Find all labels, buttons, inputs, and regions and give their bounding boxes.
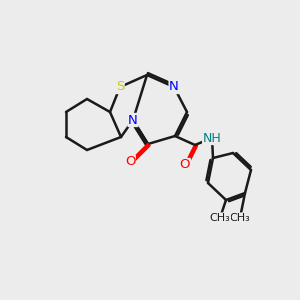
Text: N: N: [169, 80, 179, 94]
Text: O: O: [180, 158, 190, 172]
Text: S: S: [116, 80, 124, 94]
Text: CH₃: CH₃: [210, 213, 230, 223]
Text: CH₃: CH₃: [230, 213, 250, 223]
Text: N: N: [128, 113, 138, 127]
Text: O: O: [125, 155, 135, 169]
Text: NH: NH: [202, 131, 221, 145]
